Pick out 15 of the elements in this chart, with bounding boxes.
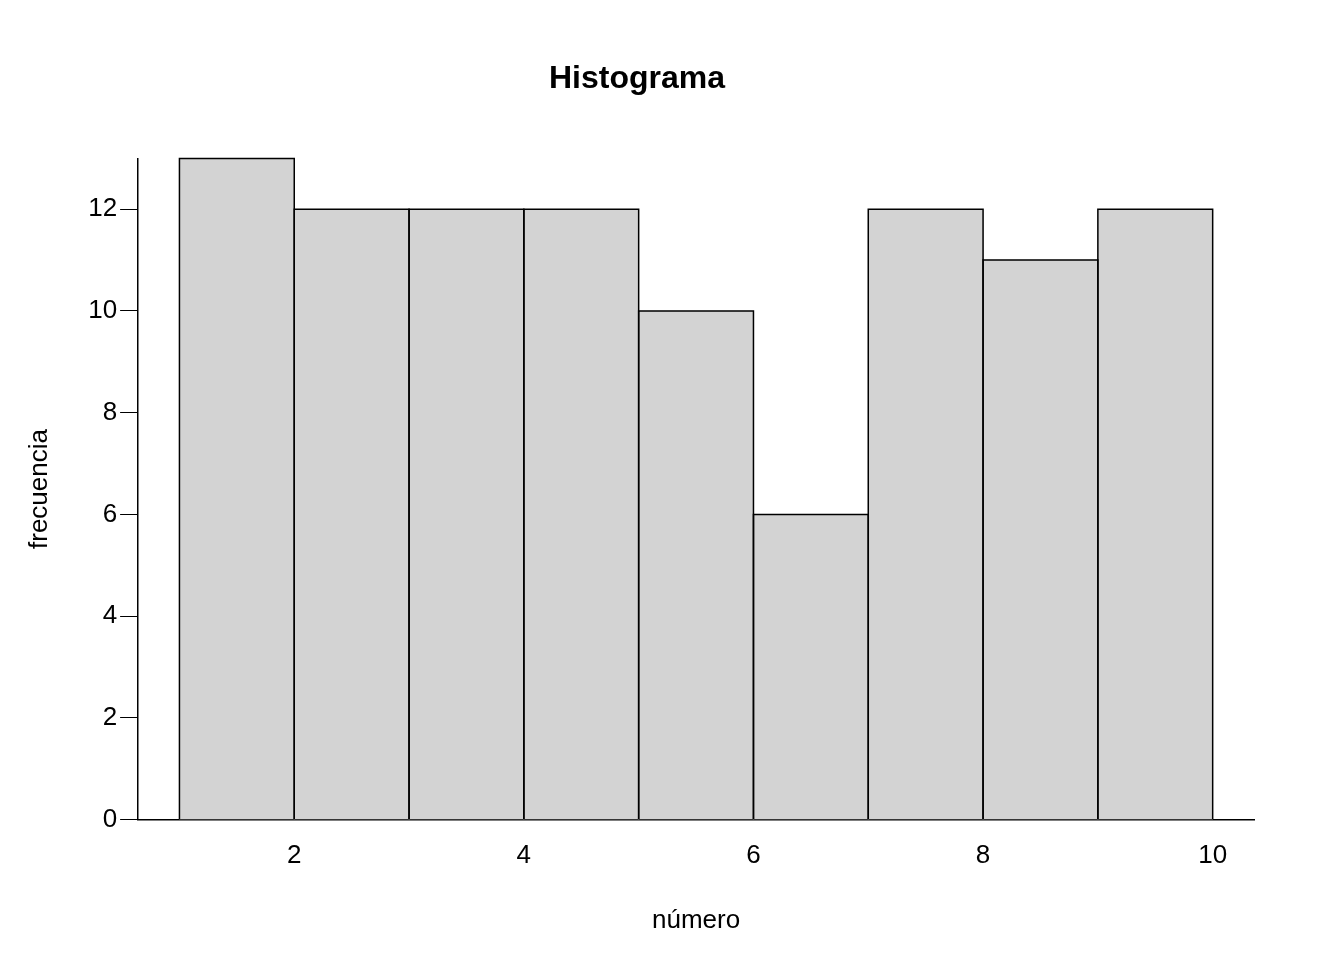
y-tick-label: 2	[102, 701, 118, 732]
y-axis-title: frecuencia	[22, 428, 53, 549]
y-tick-label: 12	[88, 192, 118, 223]
y-tick-label: 6	[102, 497, 118, 528]
y-tick-label: 8	[102, 395, 118, 426]
chart-title: Histograma	[548, 59, 726, 96]
x-tick-label: 8	[975, 839, 991, 870]
x-tick-label: 6	[746, 839, 761, 870]
x-tick-label: 10	[1198, 839, 1228, 870]
x-tick-label: 2	[287, 839, 302, 870]
x-axis-title: número	[651, 903, 741, 934]
x-tick-label: 4	[516, 839, 532, 870]
y-tick-label: 10	[88, 294, 118, 325]
y-tick-label: 4	[102, 599, 118, 630]
y-tick-label: 0	[102, 802, 118, 833]
